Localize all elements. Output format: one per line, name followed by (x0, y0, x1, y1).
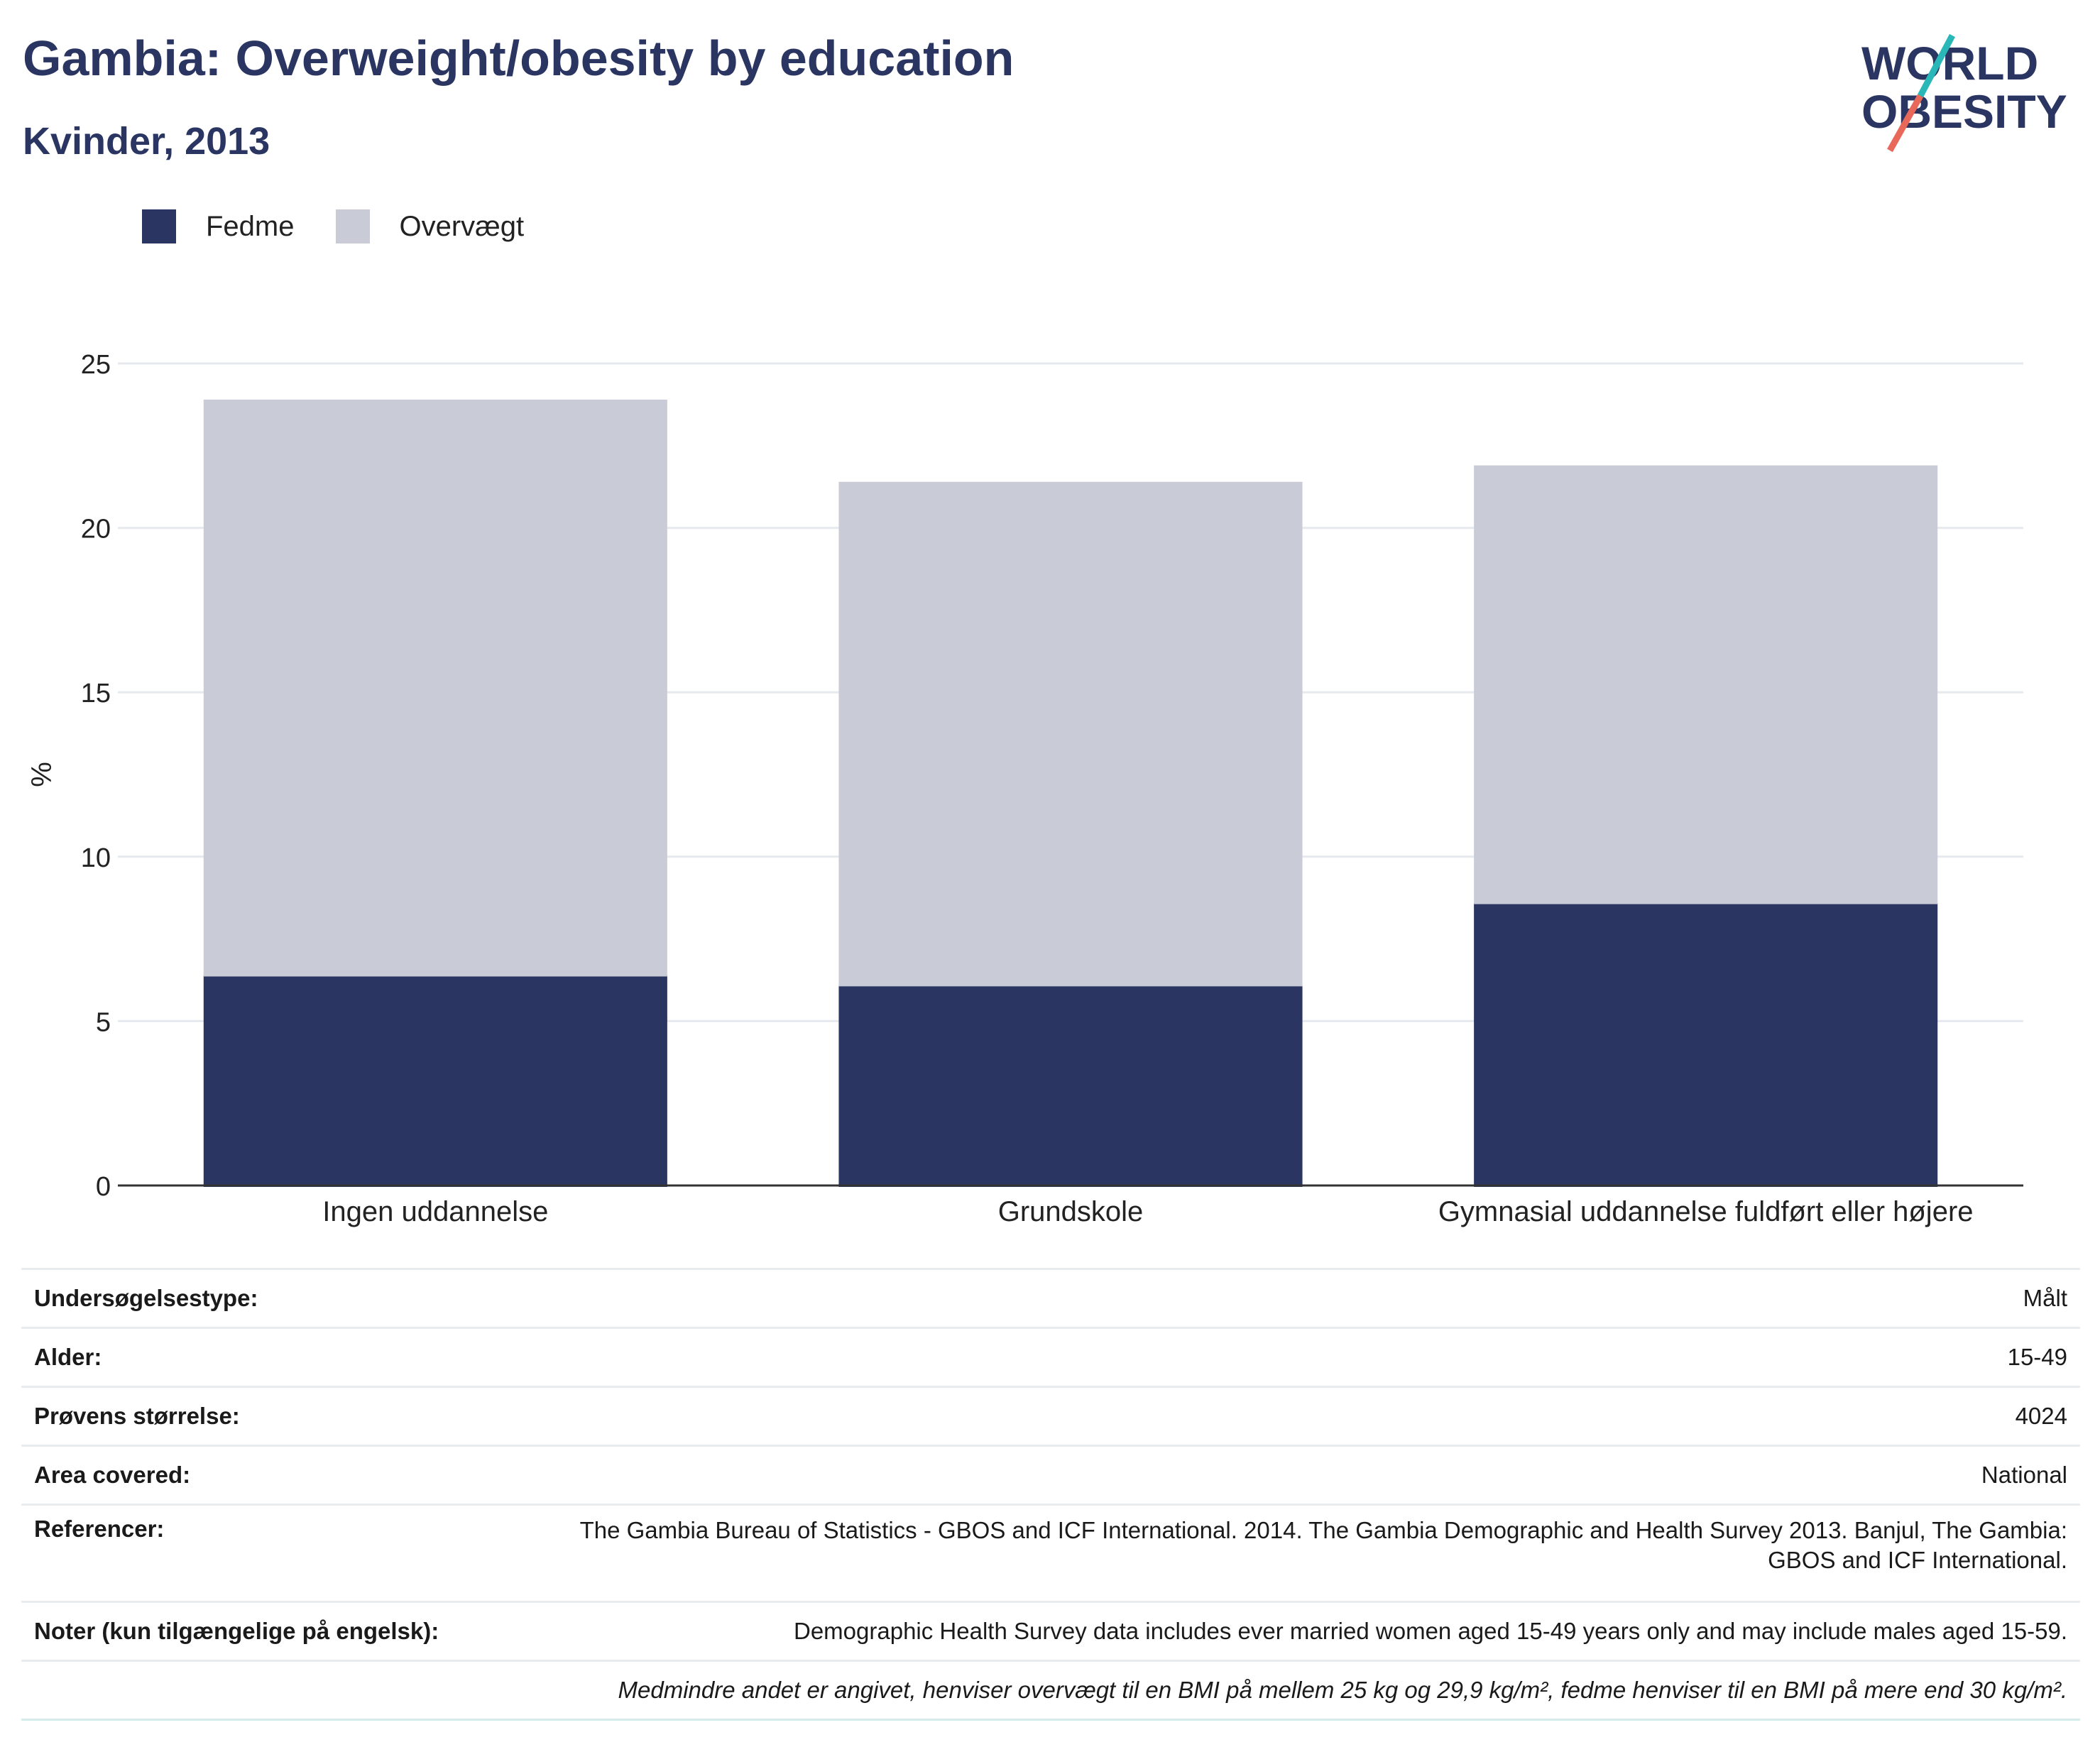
info-value: The Gambia Bureau of Statistics - GBOS a… (544, 1504, 2080, 1602)
x-tick-label: Gymnasial uddannelse fuldført eller høje… (1438, 1196, 1974, 1227)
info-key: Referencer: (21, 1504, 544, 1602)
info-key: Undersøgelsestype: (21, 1268, 544, 1328)
x-tick-label: Ingen uddannelse (322, 1196, 548, 1227)
bar-overvaegt (838, 481, 1303, 987)
info-row-notes: Noter (kun tilgængelige på engelsk): Dem… (21, 1601, 2080, 1661)
chart-title: Gambia: Overweight/obesity by education (23, 31, 1015, 86)
bar-fedme (203, 975, 667, 1187)
info-row-references: Referencer: The Gambia Bureau of Statist… (21, 1504, 2080, 1602)
bar-overvaegt (1474, 465, 1938, 904)
info-key: Alder: (21, 1327, 544, 1387)
legend-item-overvaegt[interactable]: Overvægt (335, 209, 525, 243)
legend-swatch-overvaegt (335, 209, 370, 243)
y-tick-label: 20 (81, 515, 111, 544)
logo-line2: OBESITY (1861, 85, 2067, 138)
info-table: Undersøgelsestype: Målt Alder: 15-49 Prø… (21, 1268, 2080, 1721)
y-axis-label: % (26, 762, 58, 787)
info-row-survey-type: Undersøgelsestype: Målt (21, 1268, 2080, 1328)
x-tick-label: Grundskole (998, 1196, 1144, 1227)
y-tick-label: 10 (81, 843, 111, 873)
y-tick-label: 5 (96, 1007, 111, 1037)
y-tick-label: 15 (81, 679, 111, 708)
legend-label-overvaegt: Overvægt (399, 210, 525, 242)
y-tick-label: 25 (81, 350, 111, 380)
legend-label-fedme: Fedme (206, 210, 295, 242)
bar-fedme (838, 985, 1303, 1187)
bar-overvaegt (203, 399, 667, 977)
legend-swatch-fedme (142, 209, 176, 243)
legend-item-fedme[interactable]: Fedme (142, 209, 295, 243)
info-value: 15-49 (544, 1327, 2080, 1387)
logo-slash-teal (1918, 33, 1955, 98)
world-obesity-logo: WORLD OBESITY (1861, 33, 2067, 153)
info-value: Demographic Health Survey data includes … (544, 1601, 2080, 1661)
footnote: Medmindre andet er angivet, henviser ove… (21, 1660, 2080, 1721)
logo-slash-coral (1887, 94, 1923, 153)
info-key: Prøvens størrelse: (21, 1386, 544, 1446)
y-tick-label: 0 (96, 1172, 111, 1202)
info-row-age: Alder: 15-49 (21, 1327, 2080, 1387)
info-value: 4024 (544, 1386, 2080, 1446)
info-row-footnote: Medmindre andet er angivet, henviser ove… (21, 1660, 2080, 1721)
info-row-sample-size: Prøvens størrelse: 4024 (21, 1386, 2080, 1446)
bar-chart: 0 5 10 15 20 25% Ingen uddannelse Grundskole Gym… (26, 350, 2023, 1227)
info-key: Noter (kun tilgængelige på engelsk): (21, 1601, 544, 1661)
chart-legend: Fedme Overvægt (142, 209, 565, 243)
info-value: National (544, 1445, 2080, 1505)
info-key: Area covered: (21, 1445, 544, 1505)
info-value: Målt (544, 1268, 2080, 1328)
bar-fedme (1474, 902, 1938, 1187)
info-row-area: Area covered: National (21, 1445, 2080, 1505)
chart-subtitle: Kvinder, 2013 (23, 120, 270, 163)
